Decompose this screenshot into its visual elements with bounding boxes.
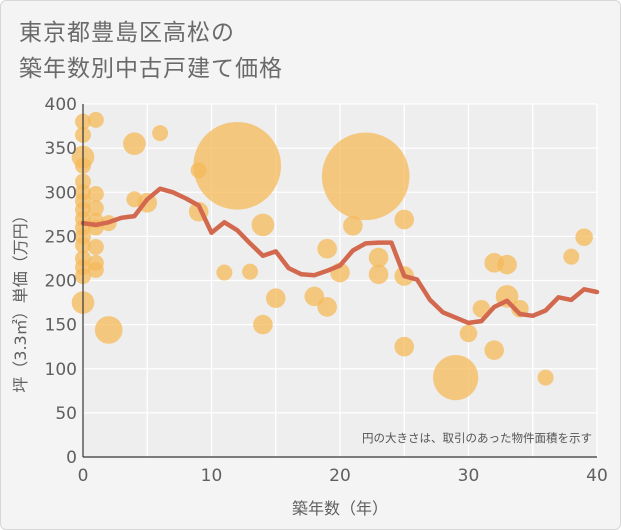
y-tick-label: 250 (45, 227, 77, 247)
x-axis-label: 築年数（年） (292, 499, 388, 518)
chart-title-line-1: 東京都豊島区高松の (19, 20, 235, 46)
bubble-point (87, 238, 104, 255)
bubble-point (216, 264, 233, 281)
x-tick-label: 0 (78, 466, 89, 486)
x-tick-label: 40 (586, 466, 608, 486)
bubble-point (343, 215, 363, 236)
y-tick-label: 350 (45, 139, 77, 159)
bubble-point (87, 200, 104, 217)
bubble-point (459, 324, 478, 343)
bubble-point (123, 132, 146, 156)
chart-note: 円の大きさは、取引のあった物件面積を示す (362, 431, 592, 445)
bubble-point (87, 186, 104, 203)
y-axis-label: 坪（3.3㎡）単価（万円） (11, 207, 30, 392)
bubble-point (317, 238, 337, 259)
bubble-point (433, 354, 479, 401)
bubble-point (368, 247, 389, 268)
bubble-point (575, 228, 593, 247)
y-tick-label: 0 (66, 448, 77, 468)
bubble-point (152, 125, 169, 142)
bubble-point (321, 132, 410, 221)
y-tick-label: 50 (55, 404, 77, 424)
bubble-point (537, 369, 554, 386)
bubble-point (497, 254, 517, 275)
x-tick-label: 30 (458, 466, 480, 486)
bubble-point (94, 316, 123, 344)
y-tick-label: 150 (45, 316, 77, 336)
y-tick-label: 200 (45, 272, 77, 292)
y-tick-label: 100 (45, 360, 77, 380)
bubble-point (394, 336, 415, 357)
bubble-point (265, 288, 286, 308)
bubble-point (253, 314, 273, 335)
bubble-point (193, 121, 282, 210)
bubble-point (563, 248, 580, 265)
chart-title-line-2: 築年数別中古戸建て価格 (19, 56, 283, 82)
bubble-point (368, 264, 389, 285)
bubble-point (87, 261, 104, 278)
y-tick-label: 400 (45, 95, 77, 115)
bubble-point (484, 340, 504, 361)
y-tick-label: 300 (45, 183, 77, 203)
bubble-point (87, 111, 104, 128)
bubble-point (317, 297, 337, 317)
bubble-point (242, 263, 259, 280)
bubble-point (251, 213, 275, 237)
trend-line (80, 186, 600, 326)
x-tick-label: 10 (201, 466, 223, 486)
bubble-point (394, 209, 415, 230)
chart-title: 東京都豊島区高松の 築年数別中古戸建て価格 (19, 15, 579, 87)
x-tick-label: 20 (329, 466, 351, 486)
